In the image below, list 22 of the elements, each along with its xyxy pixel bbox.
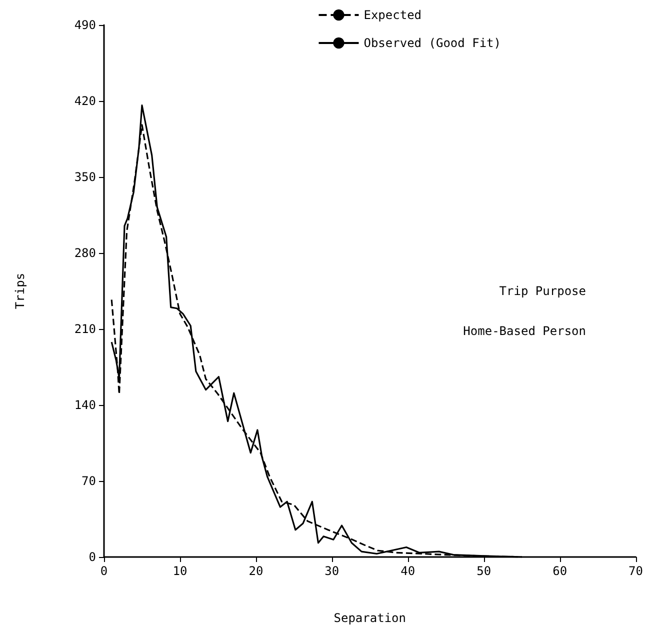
x-tick-label: 0 [100,564,108,578]
annotation: Trip Purpose [499,284,586,298]
y-axis-title: Trips [13,272,27,310]
x-tick-label: 60 [552,564,568,578]
x-tick-label: 30 [324,564,340,578]
legend-label: Observed (Good Fit) [364,36,502,50]
x-tick-label: 10 [172,564,188,578]
y-tick-label: 70 [82,474,96,488]
y-tick-label: 420 [74,94,96,108]
annotation: Home-Based Person [463,324,586,338]
y-tick-label: 490 [74,18,96,32]
y-tick-label: 0 [88,550,96,564]
y-tick-label: 210 [74,322,96,336]
y-tick-label: 280 [74,246,96,260]
x-tick-label: 20 [248,564,264,578]
y-tick-label: 140 [74,398,96,412]
legend-label: Expected [364,8,422,22]
x-tick-label: 70 [628,564,643,578]
x-axis-title: Separation [334,611,406,625]
y-tick-label: 350 [74,170,96,184]
x-tick-label: 40 [400,564,416,578]
x-tick-label: 50 [476,564,492,578]
